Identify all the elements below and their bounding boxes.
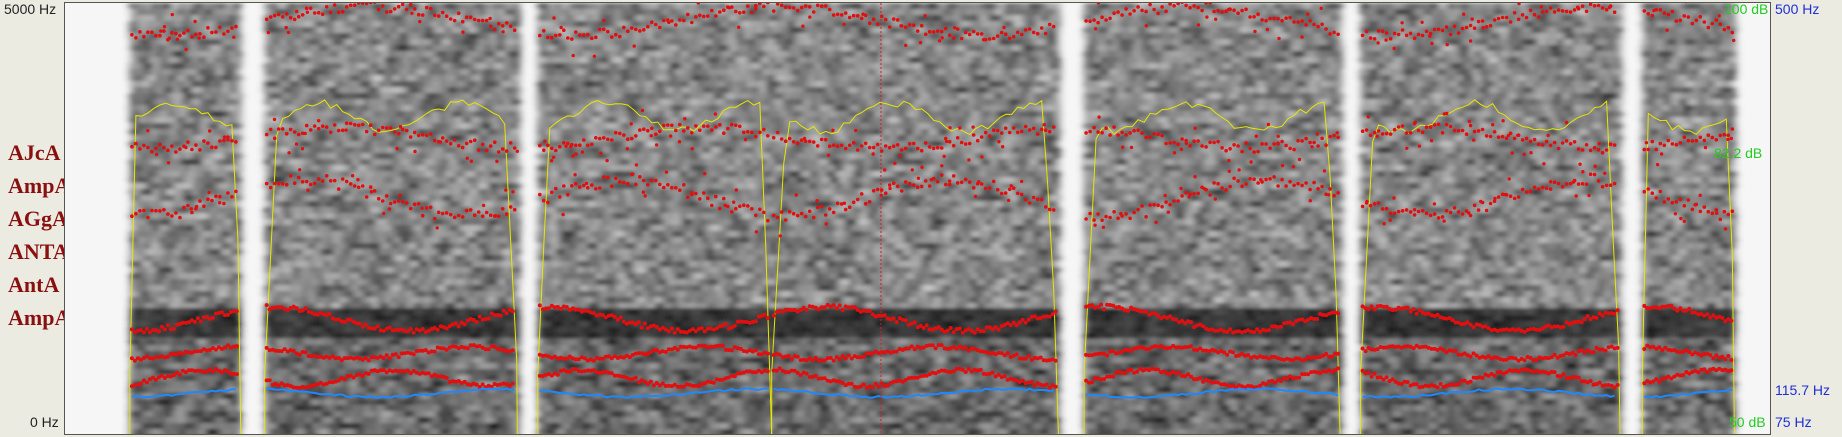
pitch-bottom-label: 75 Hz bbox=[1775, 414, 1812, 430]
pitch-top-label: 500 Hz bbox=[1775, 1, 1819, 17]
freq-axis-top-label: 5000 Hz bbox=[4, 1, 56, 17]
tier-label-4: ANTA bbox=[8, 239, 69, 265]
spectrogram-canvas[interactable] bbox=[65, 3, 1771, 435]
intensity-bottom-label: 50 dB bbox=[1729, 414, 1766, 430]
pitch-mark-label: 115.7 Hz bbox=[1775, 382, 1830, 398]
freq-axis-bottom-label: 0 Hz bbox=[30, 414, 59, 430]
spectrogram-panel[interactable] bbox=[64, 2, 1771, 435]
intensity-top-label: 100 dB bbox=[1724, 1, 1768, 17]
tier-label-3: AGgA bbox=[8, 206, 68, 232]
intensity-mid-label: 82.2 dB bbox=[1714, 145, 1762, 161]
tier-label-2: AmpA bbox=[8, 173, 70, 199]
tier-label-6: AmpA bbox=[8, 305, 70, 331]
tier-label-5: AntA bbox=[8, 272, 59, 298]
tier-label-1: AJcA bbox=[8, 140, 61, 166]
